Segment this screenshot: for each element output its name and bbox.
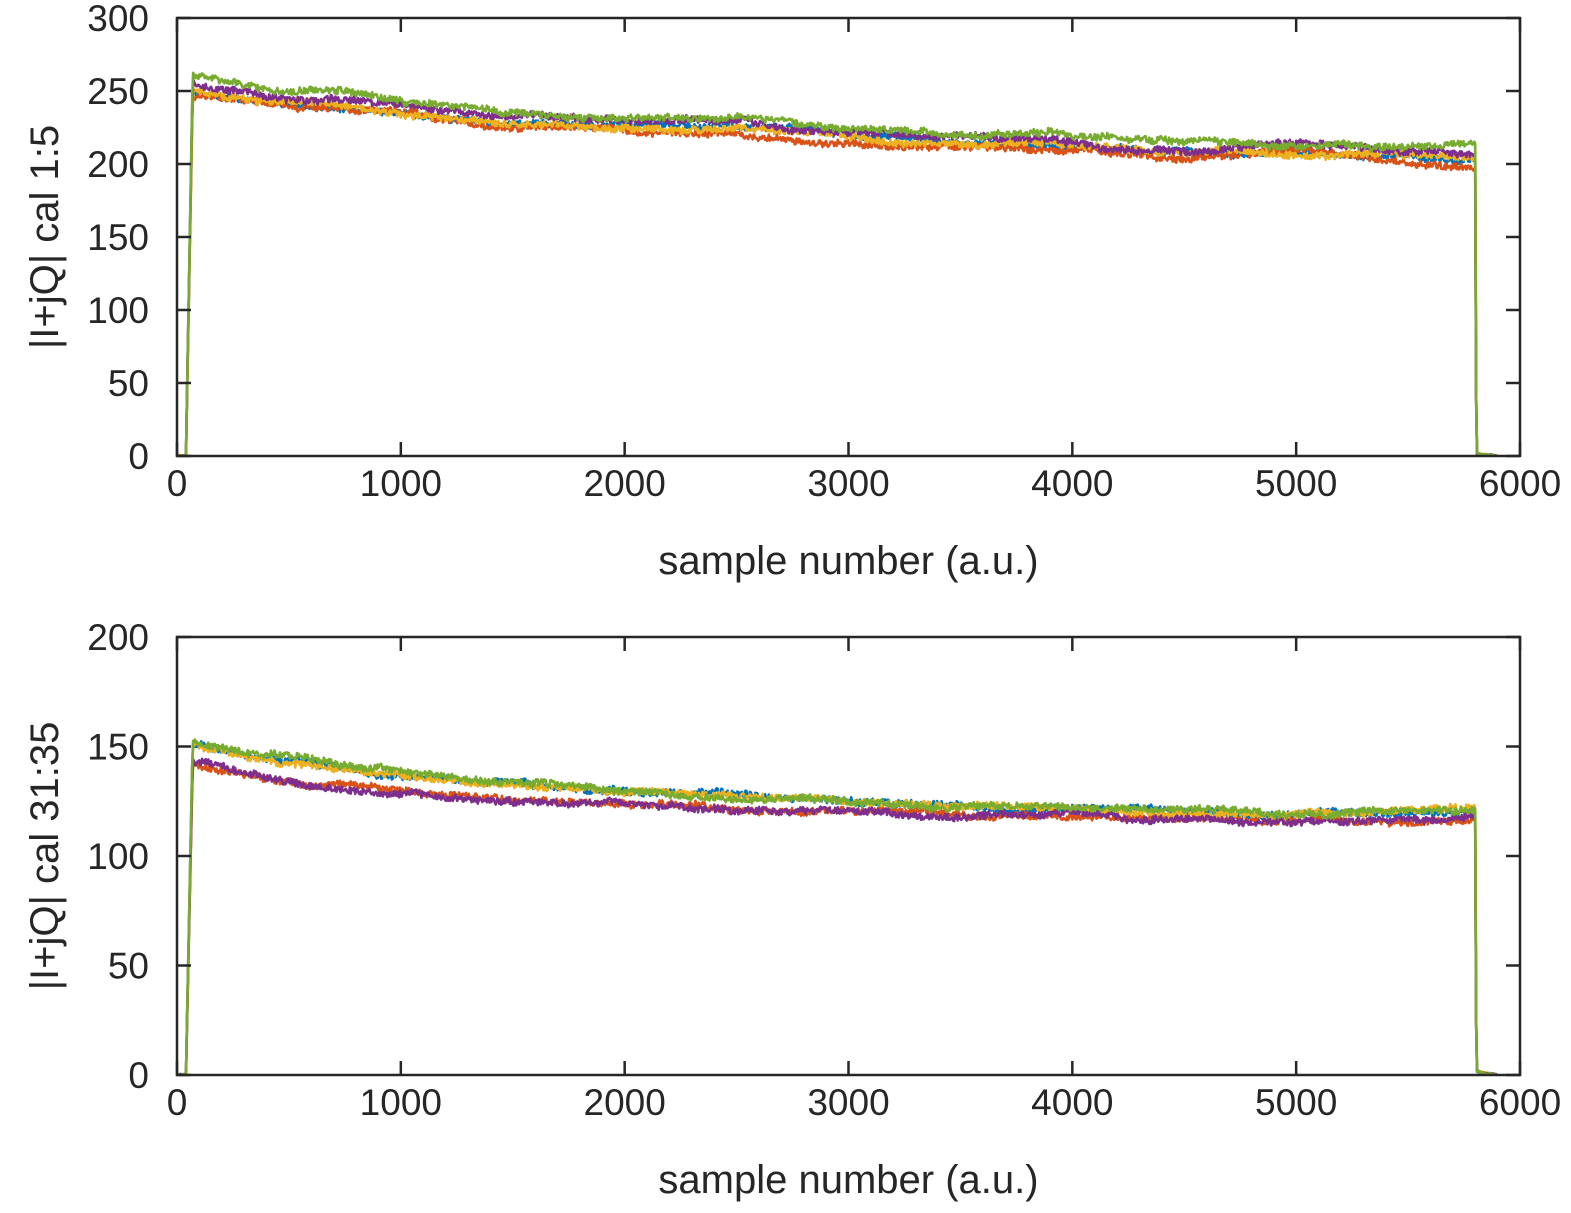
- y-tick-label: 150: [87, 217, 149, 258]
- y-tick-label: 200: [87, 617, 149, 658]
- x-tick-label: 3000: [807, 463, 889, 504]
- y-tick-label: 200: [87, 144, 149, 185]
- chart-bottom: 0 1000 2000 3000 4000 5000 6000 0 50 100 150 200 sam…: [23, 617, 1561, 1202]
- x-tick-label: 0: [167, 1082, 188, 1123]
- y-axis-label: |I+jQ| cal 1:5: [23, 125, 67, 349]
- series-line-5: [177, 71, 1499, 456]
- plot-area: [177, 71, 1499, 456]
- series-line-4: [177, 757, 1499, 1075]
- y-tick-label: 100: [87, 290, 149, 331]
- y-axis-label: |I+jQ| cal 31:35: [23, 722, 67, 991]
- chart-top: 0 1000 2000 3000 4000 5000 6000 0 50 100 150 200 250…: [23, 0, 1561, 583]
- y-tick-label: 300: [87, 0, 149, 39]
- x-tick-label: 5000: [1255, 1082, 1337, 1123]
- x-tick-label: 2000: [584, 463, 666, 504]
- x-tick-label: 4000: [1031, 463, 1113, 504]
- axes-frame: [175, 635, 1522, 1077]
- plot-area: [177, 738, 1499, 1075]
- y-tick-label: 250: [87, 71, 149, 112]
- x-tick-label: 1000: [360, 1082, 442, 1123]
- y-tick-label: 150: [87, 727, 149, 768]
- x-tick-label: 4000: [1031, 1082, 1113, 1123]
- x-axis-label: sample number (a.u.): [658, 1158, 1038, 1202]
- x-tick-label: 6000: [1479, 463, 1561, 504]
- y-tick-label: 50: [108, 363, 149, 404]
- x-axis-label: sample number (a.u.): [658, 539, 1038, 583]
- axes-frame: [175, 16, 1522, 458]
- series-line-4: [177, 80, 1498, 456]
- x-tick-label: 0: [167, 463, 188, 504]
- y-tick-label: 0: [128, 1055, 149, 1096]
- x-tick-label: 5000: [1255, 463, 1337, 504]
- x-tick-label: 3000: [807, 1082, 889, 1123]
- y-tick-label: 0: [128, 436, 149, 477]
- y-tick-label: 100: [87, 836, 149, 877]
- x-tick-label: 2000: [584, 1082, 666, 1123]
- x-tick-label: 1000: [360, 463, 442, 504]
- y-tick-label: 50: [108, 946, 149, 987]
- x-tick-label: 6000: [1479, 1082, 1561, 1123]
- series-line-5: [177, 738, 1498, 1075]
